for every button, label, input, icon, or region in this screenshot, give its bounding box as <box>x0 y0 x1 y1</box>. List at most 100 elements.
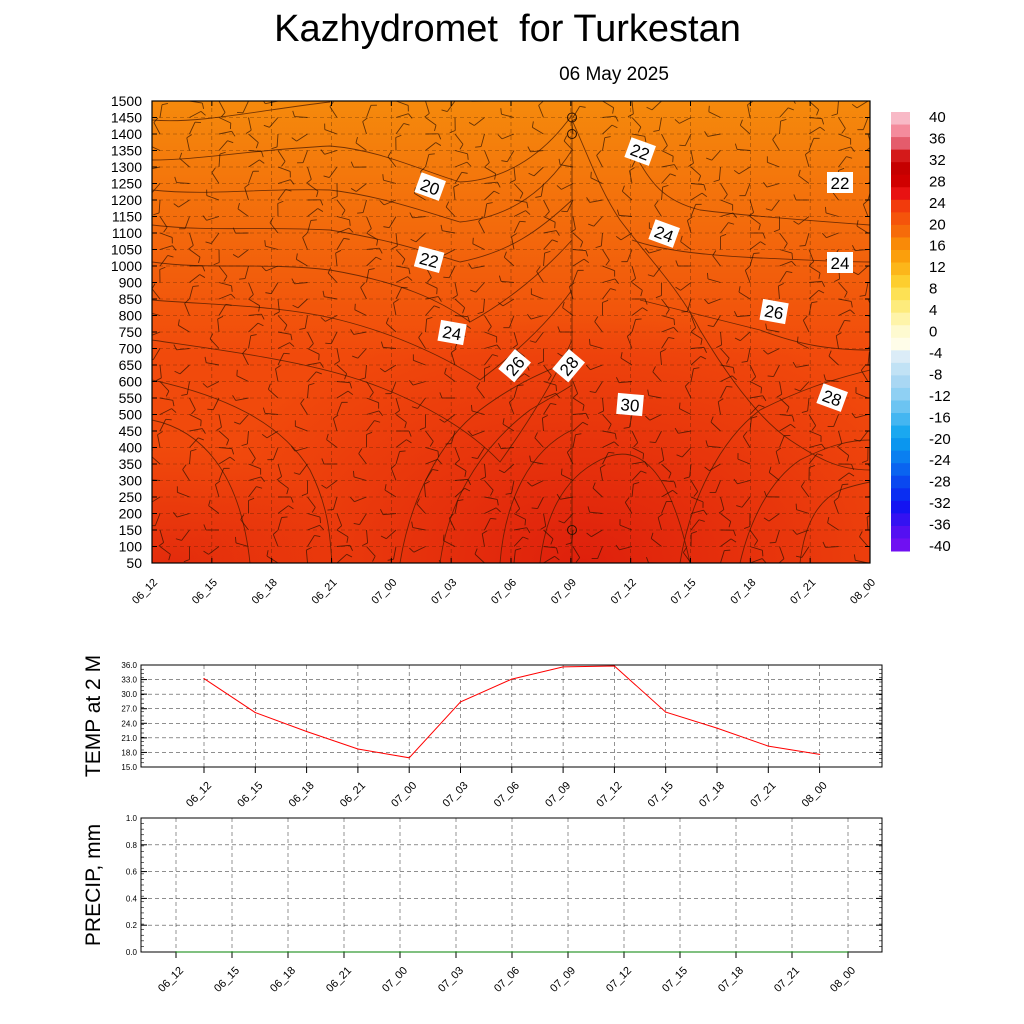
wind-barb <box>513 101 514 102</box>
wind-barb <box>707 133 721 137</box>
wind-barb-flag <box>380 535 387 540</box>
wind-barb <box>189 232 194 246</box>
wind-barb-flag <box>600 464 606 469</box>
wind-barb <box>572 270 579 283</box>
colorbar-swatch <box>891 413 910 427</box>
wind-barb <box>484 150 490 163</box>
wind-barb <box>602 288 611 300</box>
contour-line <box>152 339 573 463</box>
wind-barb <box>808 138 815 151</box>
wind-barb-flag <box>772 134 777 140</box>
wind-barb <box>450 430 456 444</box>
wind-barb <box>543 381 557 386</box>
x-tick-label: 08_00 <box>800 780 830 810</box>
wind-barb-flag <box>657 513 664 518</box>
wind-barb <box>540 183 544 197</box>
data-point <box>357 748 359 750</box>
wind-barb <box>277 150 286 162</box>
wind-barb-flag <box>704 466 710 472</box>
wind-barb <box>835 335 839 349</box>
wind-barb-flag <box>647 274 654 277</box>
colorbar-swatch <box>891 275 910 289</box>
wind-barb-flag <box>368 268 375 271</box>
wind-barb <box>631 470 642 481</box>
wind-barb-flag <box>761 558 767 563</box>
wind-barb <box>708 298 721 305</box>
wind-barb-flag <box>834 278 840 283</box>
wind-barb-flag <box>464 487 471 492</box>
wind-barb <box>808 453 818 465</box>
wind-barb <box>417 397 426 409</box>
wind-barb-flag <box>277 200 284 204</box>
contour-line <box>639 299 870 351</box>
wind-barb-flag <box>349 545 354 551</box>
wind-barb-flag <box>675 286 681 291</box>
wind-barb-flag <box>408 430 412 437</box>
wind-barb-flag <box>780 118 787 122</box>
wind-barb <box>445 206 456 217</box>
wind-barb <box>336 402 343 415</box>
wind-barb-flag <box>511 233 517 238</box>
wind-barb-flag <box>293 472 300 475</box>
contour-label-box <box>437 319 467 346</box>
wind-barb <box>690 355 701 366</box>
wind-barb-flag <box>776 393 782 398</box>
wind-barb-flag <box>836 332 842 337</box>
wind-barb <box>537 496 544 509</box>
wind-barb <box>336 348 340 362</box>
wind-barb <box>686 220 692 234</box>
wind-barb-flag <box>646 106 653 111</box>
wind-barb <box>412 381 426 386</box>
wind-barb-flag <box>831 113 838 117</box>
wind-barb-flag <box>786 406 790 413</box>
wind-barb-flag <box>360 282 365 288</box>
panel-frame <box>140 817 883 953</box>
wind-barb <box>159 104 163 118</box>
wind-barb <box>246 430 249 444</box>
wind-barb <box>690 166 701 177</box>
colorbar-label: 36 <box>929 130 946 147</box>
y-tick-label: 0.0 <box>126 948 138 957</box>
wind-barb <box>572 412 586 415</box>
wind-barb <box>866 517 869 531</box>
y-tick-label: 24.0 <box>121 719 137 728</box>
wind-barb <box>513 183 524 194</box>
wind-barb <box>720 212 734 217</box>
wind-barb <box>619 546 633 551</box>
wind-barb-flag <box>384 484 387 491</box>
wind-barb <box>208 546 220 555</box>
wind-barb <box>152 183 161 194</box>
wind-barb-flag <box>557 352 563 357</box>
wind-barb <box>602 452 609 465</box>
wind-barb <box>152 288 161 300</box>
contour-label: 24 <box>437 319 467 346</box>
wind-barb-flag <box>299 327 306 330</box>
wind-barb-flag <box>663 145 668 151</box>
wind-barb-flag <box>172 245 177 251</box>
wind-barb-flag <box>316 371 322 375</box>
colorbar-label: 8 <box>929 281 937 298</box>
wind-barb-flag <box>819 126 826 132</box>
wind-barb-flag <box>668 472 672 479</box>
wind-barb <box>277 463 283 477</box>
wind-barb-flag <box>856 220 859 227</box>
wind-barb <box>535 331 544 343</box>
wind-barb <box>572 106 581 118</box>
wind-barb <box>572 258 585 267</box>
wind-barb <box>181 529 190 541</box>
wind-barb <box>307 331 314 344</box>
wind-barb-flag <box>435 142 442 146</box>
wind-barb-flag <box>555 230 560 236</box>
colorbar-swatch <box>891 162 910 176</box>
wind-barb-flag <box>290 496 294 503</box>
wind-barb <box>690 331 703 340</box>
wind-barb <box>248 335 252 349</box>
wind-barb <box>749 558 763 563</box>
y-tick-label: 200 <box>119 506 143 522</box>
temperature-panel: 15.0 18.0 21.0 24.0 27.0 30.0 33.0 36.0 06_12 06_… <box>82 655 883 810</box>
wind-barb <box>395 276 408 283</box>
wind-barb-flag <box>205 241 212 244</box>
wind-barb-flag <box>200 111 206 116</box>
wind-barb <box>513 536 524 547</box>
wind-barb-flag <box>595 245 602 249</box>
